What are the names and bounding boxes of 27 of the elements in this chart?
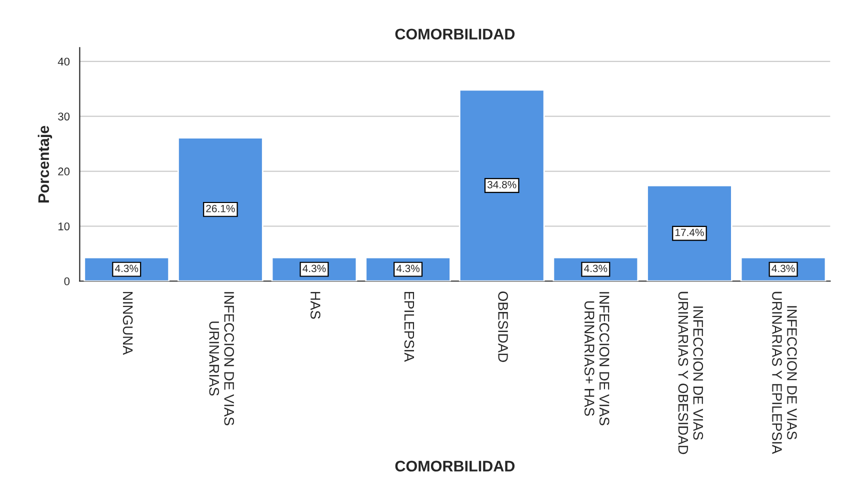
y-tick-label: 40 <box>58 58 70 66</box>
x-tick-label: OBESIDAD <box>498 292 508 362</box>
y-tick-label: 30 <box>58 112 70 120</box>
x-tick-label: NINGUNA <box>122 292 133 355</box>
chart-title: COMORBILIDAD <box>395 28 515 40</box>
data-label: 4.3% <box>584 264 608 272</box>
data-label: 17.4% <box>676 228 704 236</box>
data-label: 4.3% <box>772 264 795 272</box>
y-tick-label: 20 <box>58 168 70 176</box>
bar <box>646 184 732 282</box>
data-label: 26.1% <box>206 204 235 212</box>
y-axis-title: Porcentaje <box>38 126 52 202</box>
x-tick-label: INFECCION DE VIAS URINARIAS <box>209 292 234 426</box>
x-axis-title: COMORBILIDAD <box>395 460 515 472</box>
data-label: 4.3% <box>302 264 326 272</box>
x-tick-label: EPILEPSIA <box>404 292 414 362</box>
x-tick-label: INFECCION DE VIAS URINARIAS+ HAS <box>584 292 610 426</box>
x-tick-label: HAS <box>310 292 320 319</box>
x-tick-label: INFECCION DE VIAS URINARIAS Y OBESIDAD <box>678 292 704 454</box>
data-label: 34.8% <box>487 180 516 188</box>
data-label: 4.3% <box>114 264 138 272</box>
bar <box>458 89 545 282</box>
y-tick-label: 0 <box>64 277 70 286</box>
y-tick-label: 10 <box>58 222 70 230</box>
x-tick-label: INFECCION DE VIAS URINARIAS Y EPILEPSIA <box>772 292 797 454</box>
bar <box>178 137 264 282</box>
data-label: 4.3% <box>396 264 420 272</box>
